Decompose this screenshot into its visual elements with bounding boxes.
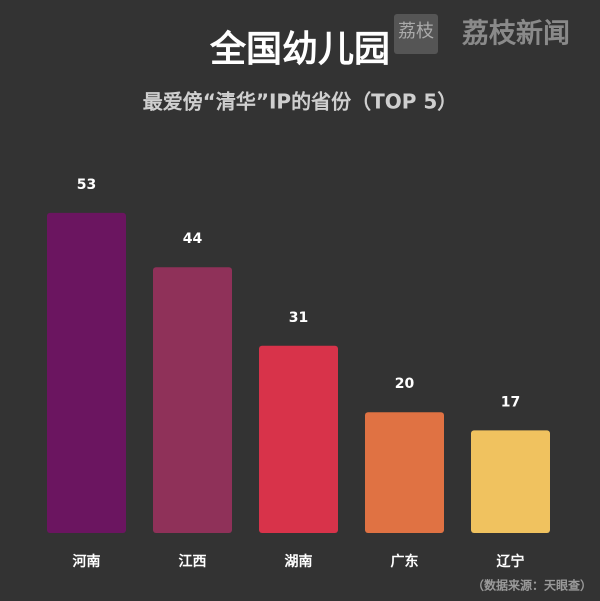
x-tick-label: 辽宁 bbox=[497, 553, 525, 570]
value-label: 44 bbox=[183, 231, 203, 247]
x-tick-label: 江西 bbox=[179, 553, 207, 570]
value-label: 20 bbox=[395, 376, 415, 392]
logo-box bbox=[394, 14, 438, 54]
x-tick-label: 河南 bbox=[73, 553, 101, 570]
source: （数据来源：天眼查） bbox=[472, 578, 592, 593]
bar bbox=[471, 430, 550, 533]
bar bbox=[365, 412, 444, 533]
bar bbox=[47, 212, 126, 533]
chart-title: 全国幼儿园 bbox=[209, 28, 390, 70]
watermark: 荔枝新闻 bbox=[462, 18, 570, 50]
chart-subtitle: 最爱傍“清华”IP的省份（TOP 5） bbox=[143, 90, 458, 114]
bar bbox=[153, 267, 232, 533]
value-label: 53 bbox=[77, 177, 96, 193]
x-tick-label: 湖南 bbox=[285, 553, 313, 570]
logo: 荔枝 bbox=[398, 21, 434, 42]
value-label: 17 bbox=[501, 394, 520, 410]
bar bbox=[259, 345, 338, 533]
x-tick-label: 广东 bbox=[391, 553, 419, 570]
value-label: 31 bbox=[289, 310, 308, 326]
